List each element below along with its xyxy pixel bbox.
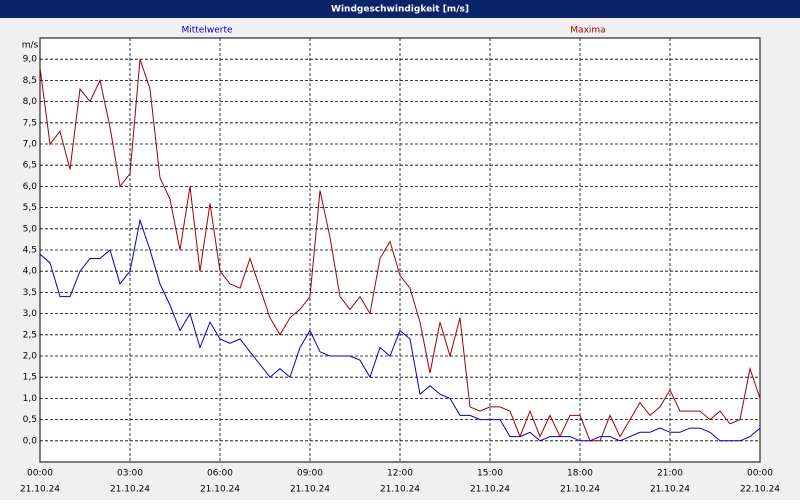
x-tick-label: 03:00 [117,469,143,479]
x-tick-label: 00:00 [27,469,53,479]
y-tick-label: 2,0 [23,352,38,362]
y-tick-label: 8,5 [23,76,37,86]
x-tick-date: 21.10.24 [560,485,600,495]
y-tick-label: 1,0 [23,394,38,404]
y-tick-label: 7,5 [23,118,37,128]
data-line [39,218,761,442]
x-tick-label: 15:00 [477,469,503,479]
y-tick-label: 6,0 [23,182,38,192]
x-tick-date: 21.10.24 [470,485,510,495]
x-tick-label: 00:00 [747,469,773,479]
data-line [39,59,761,442]
legend-entry: Maxima [570,26,605,36]
y-tick-label: 3,0 [23,309,38,319]
chart-title: Windgeschwindigkeit [m/s] [331,5,469,15]
x-tick-date: 21.10.24 [380,485,420,495]
x-tick-date: 22.10.24 [740,485,780,495]
y-tick-label: 0,5 [23,415,37,425]
x-tick-label: 09:00 [297,469,323,479]
legend-entry: Mittelwerte [181,26,232,36]
x-tick-date: 21.10.24 [290,485,330,495]
y-tick-label: 2,5 [23,330,37,340]
title-bar [0,0,800,18]
y-tick-label: 6,5 [23,161,37,171]
x-tick-date: 21.10.24 [110,485,150,495]
y-tick-label: 1,5 [23,373,37,383]
y-tick-label: 5,0 [23,224,38,234]
x-tick-date: 21.10.24 [650,485,690,495]
y-tick-label: 5,5 [23,203,37,213]
y-tick-label: 8,0 [23,97,38,107]
x-tick-label: 06:00 [207,469,233,479]
y-tick-label: 3,5 [23,288,37,298]
x-tick-label: 21:00 [657,469,683,479]
y-axis-label: m/s [22,41,39,51]
x-tick-label: 12:00 [387,469,413,479]
y-tick-label: 7,0 [23,140,38,150]
x-tick-date: 21.10.24 [20,485,60,495]
y-tick-label: 4,5 [23,246,37,256]
x-tick-date: 21.10.24 [200,485,240,495]
y-tick-label: 0,0 [23,436,38,446]
x-tick-label: 18:00 [567,469,593,479]
y-tick-label: 9,0 [23,55,38,65]
y-tick-label: 4,0 [23,267,38,277]
